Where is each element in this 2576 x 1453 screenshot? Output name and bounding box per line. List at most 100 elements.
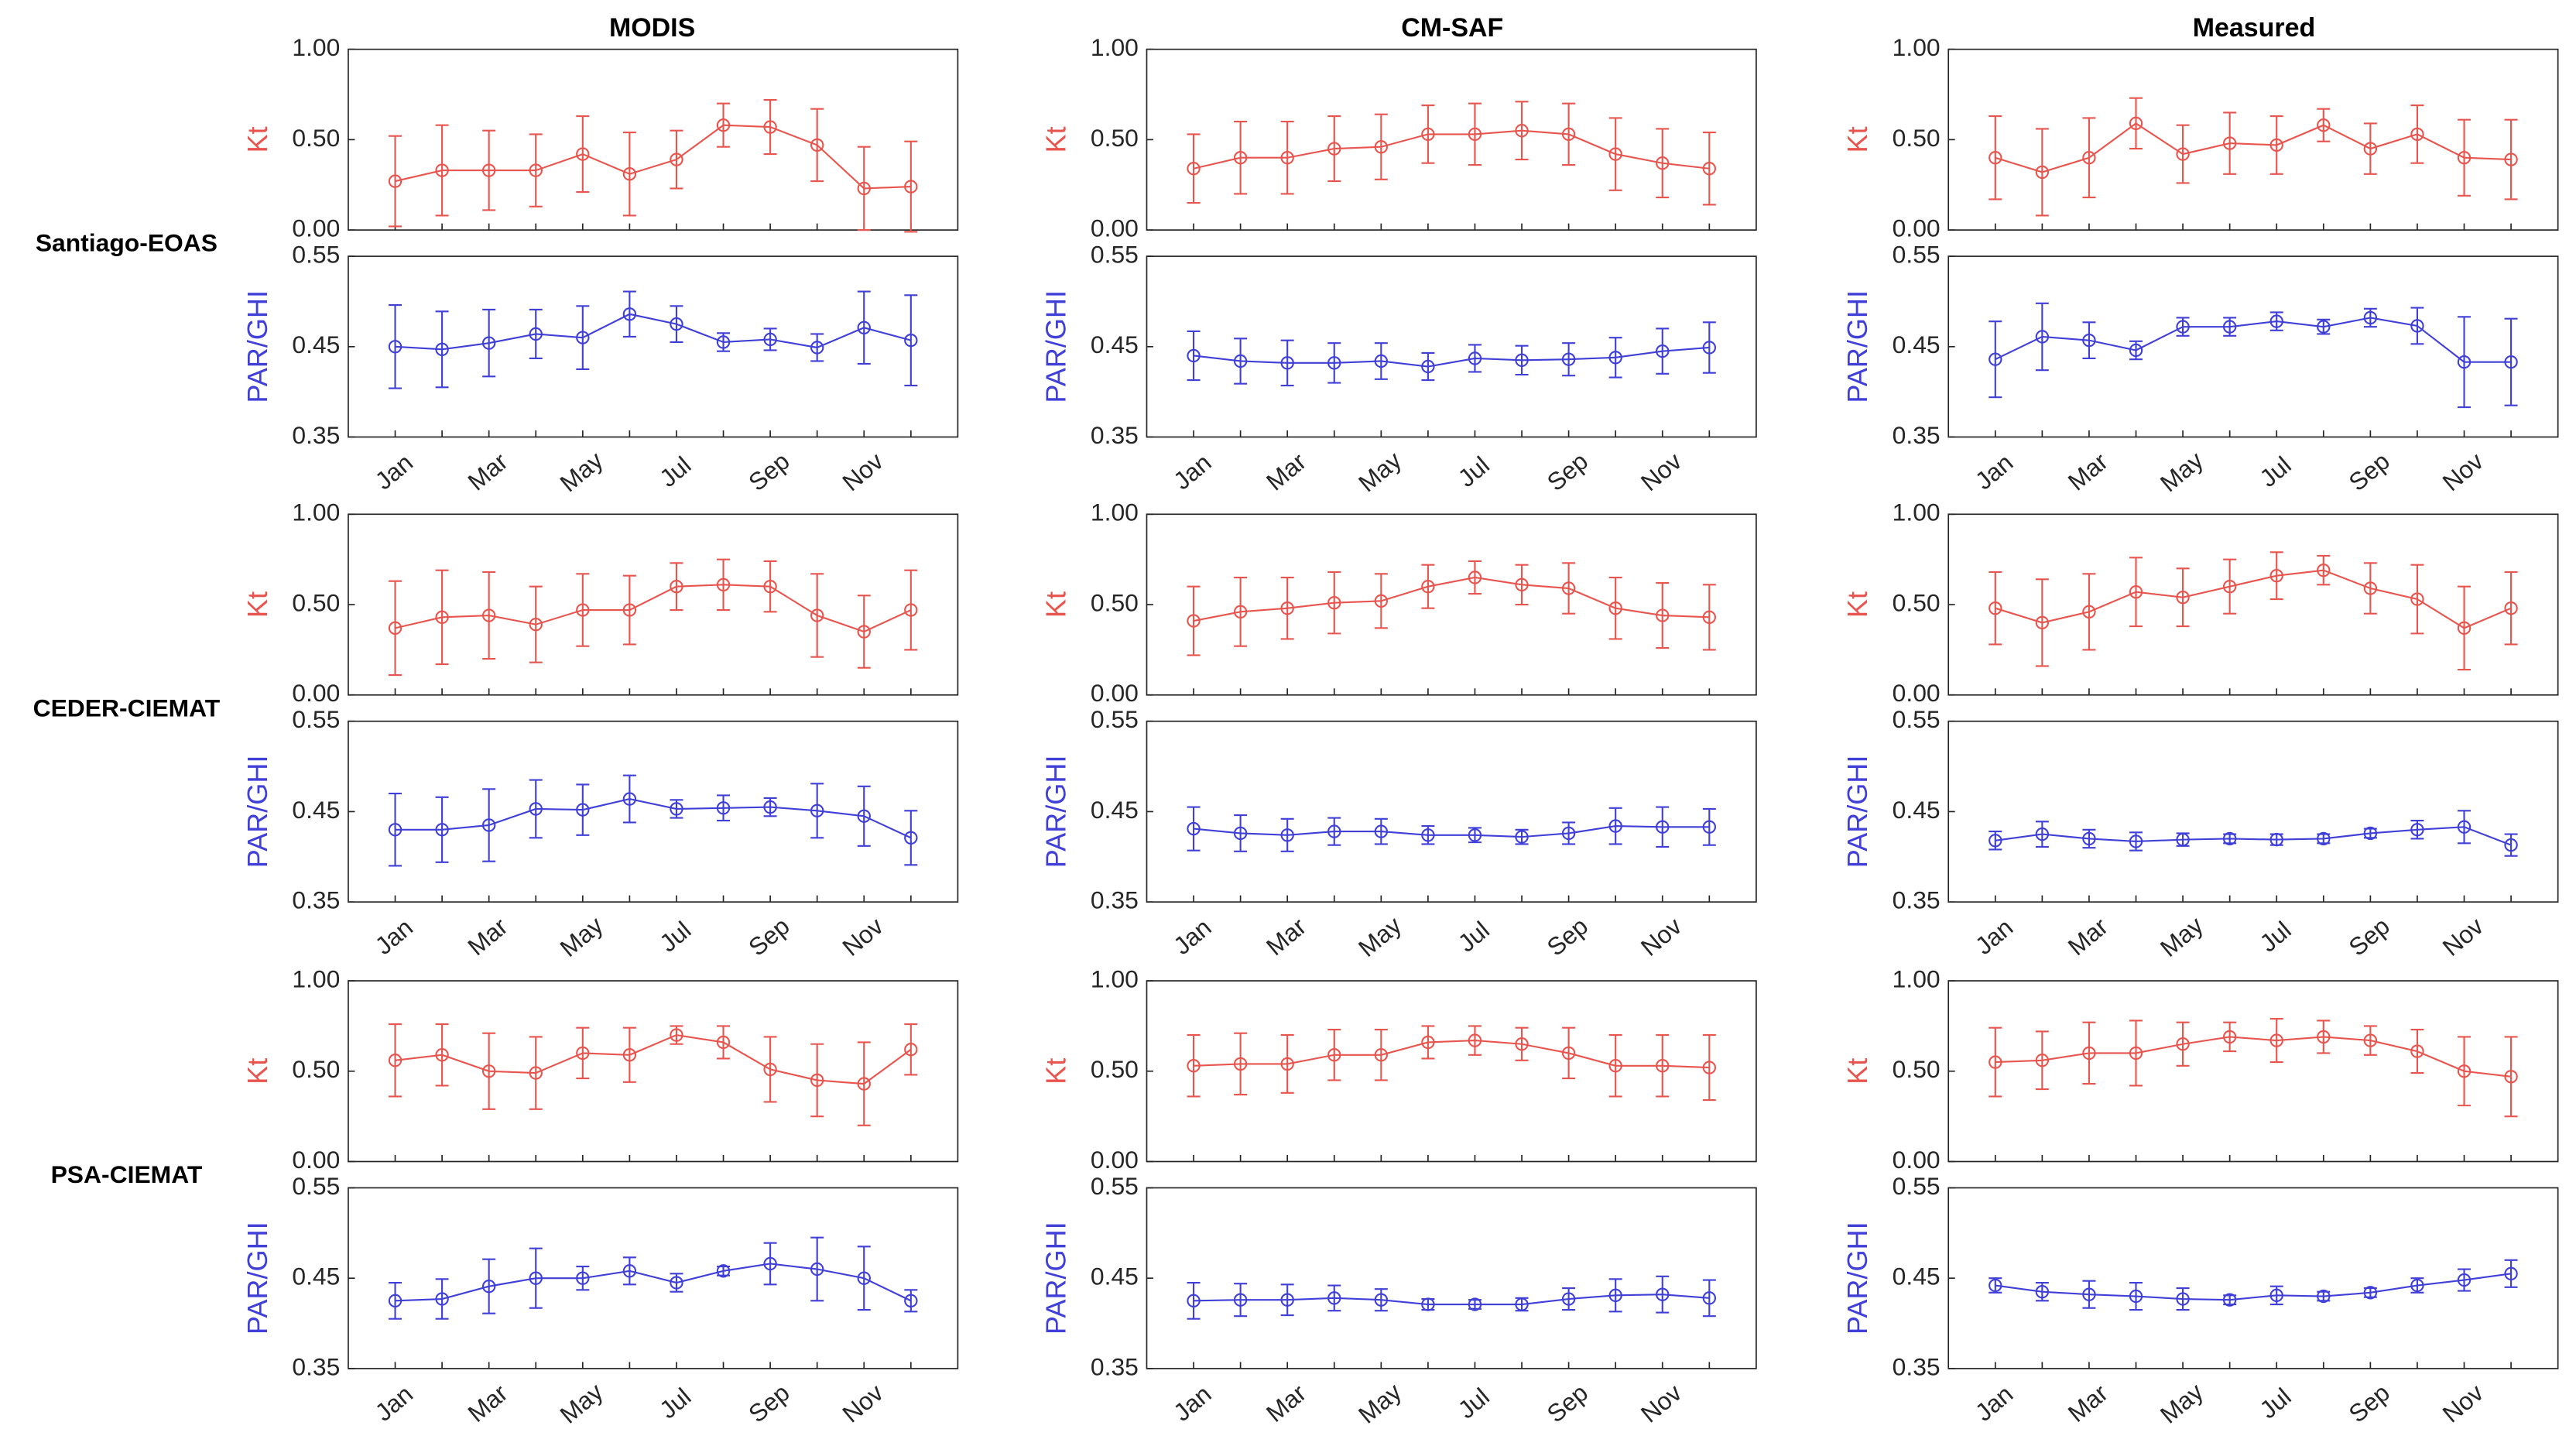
marker: [576, 1271, 590, 1285]
marker: [857, 181, 871, 196]
error-bar: [1374, 342, 1388, 380]
marker: [2363, 826, 2378, 841]
error-bar: [904, 569, 918, 651]
marker: [1327, 595, 1341, 610]
series: [1187, 806, 1717, 852]
marker: [576, 803, 590, 817]
marker: [481, 336, 496, 350]
error-bar: [2504, 1036, 2518, 1118]
marker: [857, 625, 871, 639]
marker: [1656, 820, 1670, 834]
error-bar: [2504, 571, 2518, 646]
series-line: [395, 124, 911, 190]
error-bar: [1989, 1277, 2002, 1294]
marker: [2129, 1289, 2143, 1304]
marker: [1561, 127, 1576, 142]
error-bar: [1187, 806, 1201, 852]
y-tick-label: 0.50: [1091, 124, 1139, 152]
error-bar: [622, 774, 636, 824]
y-axis-label: PAR/GHI: [242, 756, 273, 869]
marker: [2176, 832, 2190, 847]
error-bar: [482, 1032, 496, 1110]
error-bar: [763, 560, 777, 613]
y-tick-label: 0.00: [1893, 214, 1941, 242]
marker: [904, 1294, 918, 1308]
y-axis-label: PAR/GHI: [1841, 1222, 1873, 1335]
marker: [1561, 826, 1576, 841]
error-bar: [2129, 1019, 2143, 1087]
series-line: [1193, 129, 1710, 170]
marker: [2504, 1266, 2518, 1281]
error-bar: [1468, 560, 1482, 595]
y-tick-label: 0.45: [1893, 331, 1941, 358]
error-bar: [389, 304, 402, 389]
marker: [2035, 165, 2050, 180]
error-bar: [1608, 576, 1622, 640]
error-bar: [1702, 584, 1716, 651]
marker: [2222, 579, 2237, 594]
error-bar: [1656, 581, 1670, 649]
error-bar: [529, 585, 543, 663]
marker: [1561, 1046, 1576, 1061]
y-tick-label: 1.00: [1091, 965, 1139, 992]
marker: [1187, 162, 1201, 176]
marker: [1421, 828, 1435, 842]
series: [388, 290, 918, 389]
marker: [2082, 1046, 2096, 1061]
y-tick-label: 1.00: [1091, 33, 1139, 61]
y-tick-label: 0.50: [292, 124, 340, 152]
error-bar: [670, 562, 683, 612]
error-bar: [2223, 1021, 2237, 1053]
marker: [1327, 356, 1341, 370]
error-bar: [1187, 133, 1201, 204]
marker: [2035, 330, 2050, 344]
error-bar: [1608, 807, 1622, 845]
series-line: [1995, 317, 2512, 363]
error-bar: [529, 1036, 543, 1110]
marker: [576, 147, 590, 161]
series-line: [1193, 346, 1710, 368]
error-bar: [622, 290, 636, 338]
marker: [2317, 1030, 2331, 1044]
error-bar: [435, 1278, 449, 1320]
marker: [763, 1256, 777, 1271]
marker: [435, 823, 449, 837]
marker: [716, 801, 731, 815]
error-bar: [857, 1041, 871, 1126]
error-bar: [1562, 562, 1576, 615]
marker: [810, 138, 824, 152]
marker: [529, 618, 543, 632]
marker: [529, 802, 543, 816]
y-axis-label: PAR/GHI: [1040, 1222, 1071, 1335]
error-bar: [435, 310, 449, 389]
error-bar: [763, 327, 777, 351]
y-tick-label: 0.00: [1091, 214, 1139, 242]
marker: [1702, 610, 1717, 625]
series: [388, 98, 918, 233]
error-bar: [576, 573, 590, 647]
error-bar: [2082, 1021, 2096, 1085]
marker: [1561, 352, 1576, 366]
marker: [1280, 151, 1294, 165]
error-bar: [1327, 1029, 1341, 1081]
marker: [670, 1028, 683, 1042]
series: [1989, 810, 2518, 857]
marker: [1656, 608, 1670, 622]
marker: [2129, 1046, 2143, 1061]
error-bar: [1327, 817, 1341, 846]
series-line: [1193, 576, 1710, 622]
error-bar: [1515, 101, 1529, 161]
error-bar: [1374, 113, 1388, 180]
marker: [2363, 1286, 2378, 1300]
marker: [435, 610, 449, 625]
marker: [716, 1264, 731, 1278]
y-tick-label: 0.50: [1091, 588, 1139, 616]
marker: [1280, 1293, 1294, 1307]
error-bar: [2504, 1259, 2518, 1288]
error-bar: [1989, 320, 2002, 399]
marker: [2222, 136, 2237, 150]
y-axis-label: PAR/GHI: [242, 290, 273, 403]
error-bar: [763, 1242, 777, 1286]
marker: [2129, 834, 2143, 848]
error-bar: [1608, 1034, 1622, 1098]
